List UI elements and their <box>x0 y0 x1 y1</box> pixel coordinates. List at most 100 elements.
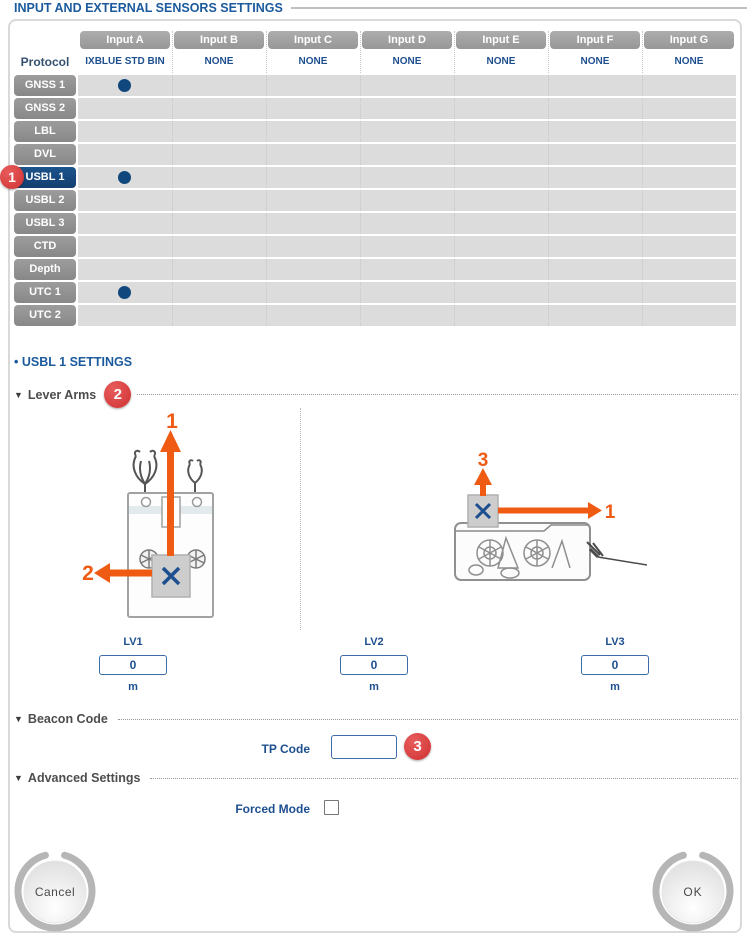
table-cell[interactable] <box>642 167 736 188</box>
table-cell[interactable] <box>172 213 266 234</box>
table-cell[interactable] <box>172 305 266 326</box>
table-cell[interactable] <box>360 259 454 280</box>
row-header-gnss-2[interactable]: GNSS 2 <box>14 98 76 119</box>
table-cell[interactable] <box>172 236 266 257</box>
table-cell[interactable] <box>548 190 642 211</box>
row-header-lbl[interactable]: LBL <box>14 121 76 142</box>
table-cell[interactable] <box>78 305 172 326</box>
table-cell[interactable] <box>360 282 454 303</box>
table-cell[interactable] <box>642 305 736 326</box>
cancel-button[interactable]: Cancel <box>13 847 97 933</box>
table-cell[interactable] <box>548 236 642 257</box>
table-cell[interactable] <box>642 190 736 211</box>
table-cell[interactable] <box>454 282 548 303</box>
row-header-depth[interactable]: Depth <box>14 259 76 280</box>
column-header-input-b[interactable]: Input B <box>174 31 264 49</box>
table-cell[interactable] <box>454 259 548 280</box>
table-cell[interactable] <box>548 98 642 119</box>
table-cell[interactable] <box>454 213 548 234</box>
table-cell[interactable] <box>642 144 736 165</box>
table-cell[interactable] <box>172 190 266 211</box>
table-cell[interactable] <box>454 167 548 188</box>
table-cell[interactable] <box>360 167 454 188</box>
table-cell[interactable] <box>266 305 360 326</box>
row-header-usbl-3[interactable]: USBL 3 <box>14 213 76 234</box>
table-cell[interactable] <box>360 98 454 119</box>
table-cell[interactable] <box>360 213 454 234</box>
table-cell[interactable] <box>454 305 548 326</box>
table-cell[interactable] <box>642 282 736 303</box>
table-cell[interactable] <box>266 144 360 165</box>
ok-button[interactable]: OK <box>651 847 735 933</box>
table-cell[interactable] <box>266 259 360 280</box>
table-cell[interactable] <box>266 190 360 211</box>
lv1-input[interactable] <box>99 655 167 675</box>
lv2-input[interactable] <box>340 655 408 675</box>
table-cell[interactable] <box>172 98 266 119</box>
table-cell[interactable] <box>172 144 266 165</box>
table-cell[interactable] <box>454 236 548 257</box>
table-cell[interactable] <box>360 144 454 165</box>
table-cell[interactable] <box>454 121 548 142</box>
table-cell[interactable] <box>78 98 172 119</box>
table-cell[interactable] <box>78 213 172 234</box>
table-cell[interactable] <box>548 167 642 188</box>
table-cell[interactable] <box>360 121 454 142</box>
row-header-utc-2[interactable]: UTC 2 <box>14 305 76 326</box>
table-cell[interactable] <box>78 236 172 257</box>
table-cell[interactable] <box>454 190 548 211</box>
table-cell[interactable] <box>360 190 454 211</box>
table-cell[interactable] <box>172 259 266 280</box>
table-cell[interactable] <box>266 282 360 303</box>
section-advanced-settings[interactable]: ▼ Advanced Settings <box>14 771 738 785</box>
table-cell[interactable] <box>172 282 266 303</box>
row-header-usbl-2[interactable]: USBL 2 <box>14 190 76 211</box>
column-header-input-g[interactable]: Input G <box>644 31 734 49</box>
table-cell[interactable] <box>78 259 172 280</box>
row-header-utc-1[interactable]: UTC 1 <box>14 282 76 303</box>
table-cell[interactable] <box>642 121 736 142</box>
table-cell[interactable] <box>266 98 360 119</box>
table-cell[interactable] <box>642 98 736 119</box>
table-cell[interactable] <box>548 259 642 280</box>
table-cell[interactable] <box>78 167 172 188</box>
table-cell[interactable] <box>642 236 736 257</box>
table-cell[interactable] <box>266 167 360 188</box>
section-beacon-code[interactable]: ▼ Beacon Code <box>14 712 738 726</box>
table-cell[interactable] <box>642 259 736 280</box>
table-cell[interactable] <box>642 213 736 234</box>
table-cell[interactable] <box>548 305 642 326</box>
column-header-input-d[interactable]: Input D <box>362 31 452 49</box>
table-cell[interactable] <box>642 75 736 96</box>
table-cell[interactable] <box>266 75 360 96</box>
table-cell[interactable] <box>454 98 548 119</box>
table-cell[interactable] <box>172 121 266 142</box>
table-cell[interactable] <box>454 75 548 96</box>
table-cell[interactable] <box>78 75 172 96</box>
table-cell[interactable] <box>172 75 266 96</box>
row-header-dvl[interactable]: DVL <box>14 144 76 165</box>
row-header-gnss-1[interactable]: GNSS 1 <box>14 75 76 96</box>
forced-mode-checkbox[interactable] <box>324 800 339 815</box>
table-cell[interactable] <box>548 121 642 142</box>
table-cell[interactable] <box>266 236 360 257</box>
table-cell[interactable] <box>78 144 172 165</box>
table-cell[interactable] <box>360 75 454 96</box>
column-header-input-a[interactable]: Input A <box>80 31 170 49</box>
column-header-input-e[interactable]: Input E <box>456 31 546 49</box>
table-cell[interactable] <box>454 144 548 165</box>
table-cell[interactable] <box>548 282 642 303</box>
table-cell[interactable] <box>548 213 642 234</box>
table-cell[interactable] <box>360 236 454 257</box>
table-cell[interactable] <box>78 121 172 142</box>
section-lever-arms[interactable]: ▼ Lever Arms 2 <box>14 381 738 408</box>
table-cell[interactable] <box>172 167 266 188</box>
table-cell[interactable] <box>78 190 172 211</box>
row-header-ctd[interactable]: CTD <box>14 236 76 257</box>
lv3-input[interactable] <box>581 655 649 675</box>
table-cell[interactable] <box>78 282 172 303</box>
row-header-usbl-1[interactable]: USBL 1 <box>14 167 76 188</box>
table-cell[interactable] <box>548 144 642 165</box>
tp-code-input[interactable] <box>331 735 397 759</box>
table-cell[interactable] <box>548 75 642 96</box>
